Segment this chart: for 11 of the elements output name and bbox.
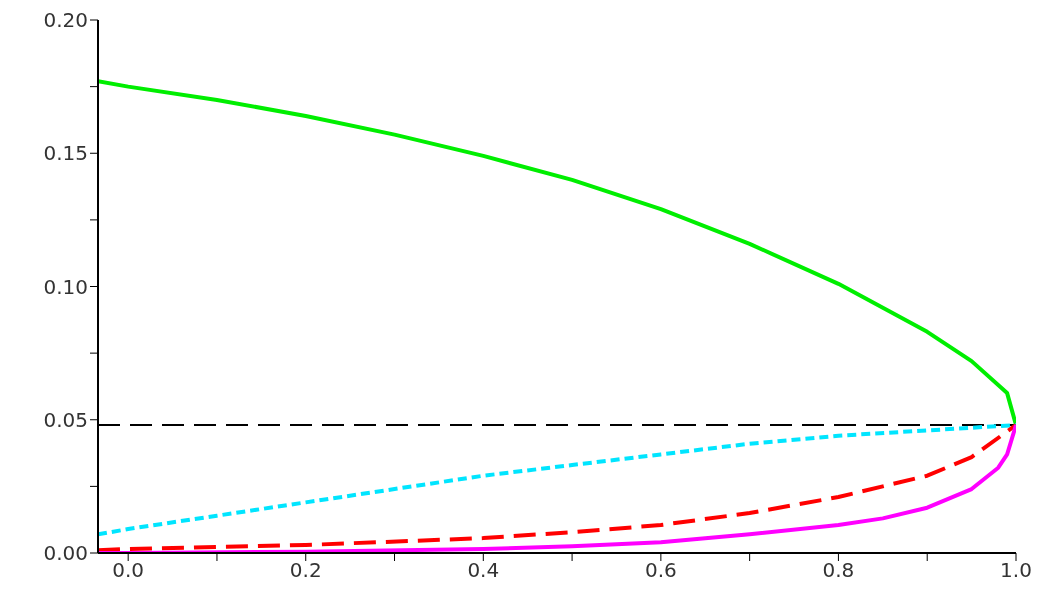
x-tick-label: 0.4 [467, 558, 500, 583]
x-tick-label: 0.2 [289, 558, 322, 583]
y-tick-label: 0.15 [43, 141, 88, 166]
y-tick-label: 0.05 [43, 407, 88, 432]
y-tick-label: 0.00 [43, 541, 88, 566]
x-tick-label: 1.0 [1000, 558, 1032, 583]
y-tick-label: 0.20 [43, 8, 88, 33]
x-tick-label: 0.0 [112, 558, 145, 583]
y-tick-label: 0.10 [43, 274, 88, 299]
x-tick-label: 0.8 [822, 558, 855, 583]
x-tick-label: 0.6 [644, 558, 677, 583]
